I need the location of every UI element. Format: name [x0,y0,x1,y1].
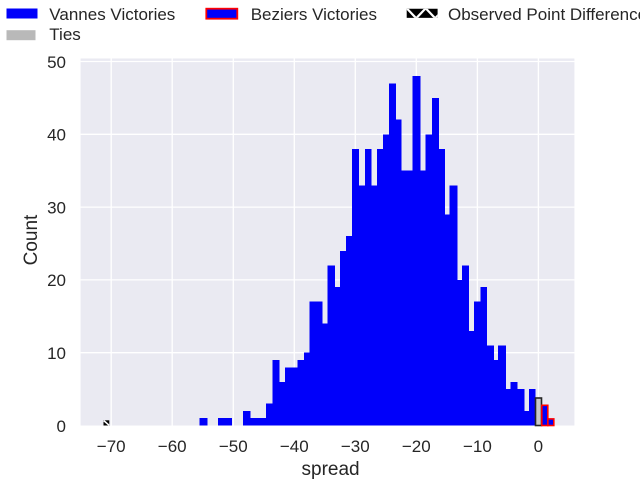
svg-text:0: 0 [534,437,543,456]
svg-text:−20: −20 [402,437,431,456]
svg-text:Beziers Victories: Beziers Victories [251,5,377,24]
svg-text:10: 10 [47,344,66,363]
svg-text:−60: −60 [158,437,187,456]
svg-text:Vannes Victories: Vannes Victories [49,5,175,24]
svg-text:Ties: Ties [49,25,81,44]
svg-text:−50: −50 [219,437,248,456]
svg-text:0: 0 [57,417,66,436]
svg-text:Count: Count [21,214,42,265]
svg-text:−40: −40 [280,437,309,456]
svg-text:30: 30 [47,198,66,217]
svg-text:−70: −70 [97,437,126,456]
svg-text:−10: −10 [463,437,492,456]
svg-text:20: 20 [47,271,66,290]
svg-text:spread: spread [302,459,360,480]
svg-text:40: 40 [47,126,66,145]
svg-text:50: 50 [47,53,66,72]
svg-text:−30: −30 [341,437,370,456]
svg-text:Observed Point Difference: Observed Point Difference [448,5,640,24]
